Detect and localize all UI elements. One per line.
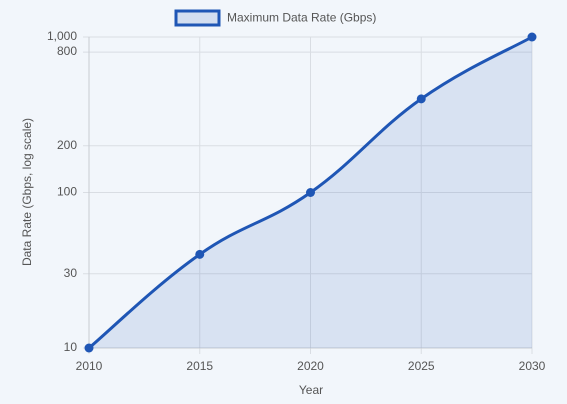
x-axis-title: Year [299,383,323,397]
x-tick-label: 2015 [186,359,213,373]
legend-label: Maximum Data Rate (Gbps) [227,11,376,25]
x-tick-label: 2025 [408,359,435,373]
x-tick-label: 2010 [76,359,103,373]
y-tick-label: 1,000 [47,29,77,43]
y-tick-label: 200 [57,138,77,152]
x-tick-label: 2020 [297,359,324,373]
point [416,94,426,104]
point [306,188,315,197]
point [84,343,94,353]
x-tick-label: 2030 [519,359,546,373]
y-tick-label: 10 [64,340,78,354]
y-axis-title: Data Rate (Gbps, log scale) [20,118,34,266]
point [195,249,205,259]
point [527,32,537,42]
y-tick-label: 100 [57,185,77,199]
y-tick-label: 30 [64,266,78,280]
y-tick-label: 800 [57,44,77,58]
legend-swatch [174,9,221,27]
